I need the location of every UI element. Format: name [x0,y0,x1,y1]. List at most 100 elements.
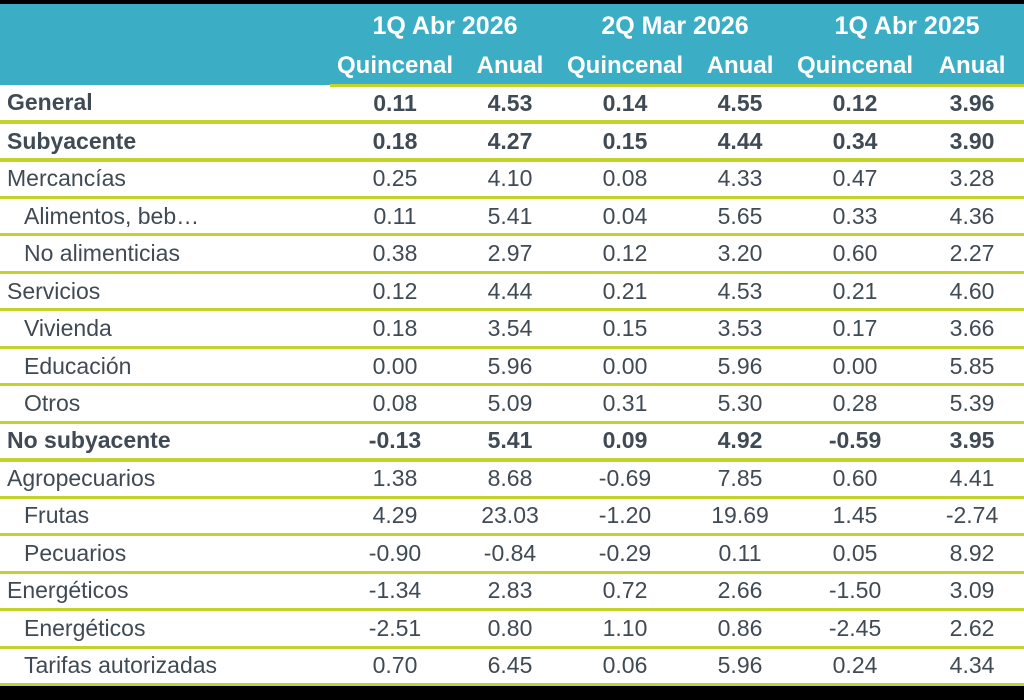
row-label: Agropecuarios [0,459,330,499]
cell-value: 7.85 [690,459,791,499]
cell-value: -2.74 [920,497,1024,537]
table-row: Agropecuarios 1.38 8.68 -0.69 7.85 0.60 4.41 [0,459,1024,499]
cell-value: 4.53 [690,272,791,312]
cell-value: 0.21 [790,272,921,312]
cell-value: 0.14 [560,85,691,125]
row-label: Servicios [0,272,330,312]
table-row: Otros 0.08 5.09 0.31 5.30 0.28 5.39 [0,384,1024,424]
cell-value: 5.41 [460,197,561,237]
cell-value: 0.80 [460,609,561,649]
cell-value: 3.96 [920,85,1024,125]
table-row: Frutas 4.29 23.03 -1.20 19.69 1.45 -2.74 [0,497,1024,537]
corner-cell [0,4,330,85]
table-row: Mercancías 0.25 4.10 0.08 4.33 0.47 3.28 [0,159,1024,199]
cell-value: 4.29 [330,497,460,537]
table-row: No subyacente -0.13 5.41 0.09 4.92 -0.59 3.95 [0,422,1024,462]
cell-value: 0.86 [690,609,791,649]
cell-value: 0.06 [560,647,691,687]
cell-value: 3.66 [920,309,1024,349]
cell-value: 0.21 [560,272,691,312]
cell-value: 4.53 [460,85,561,125]
subheader-anual-3: Anual [920,49,1024,87]
period-header-1q-abr-2025: 1Q Abr 2025 [790,4,1024,49]
row-label: No subyacente [0,422,330,462]
cell-value: 0.38 [330,234,460,274]
cell-value: -0.59 [790,422,921,462]
subheader-quincenal-1: Quincenal [330,49,460,87]
row-label: Energéticos [0,572,330,612]
subheader-anual-2: Anual [690,49,791,87]
cell-value: 0.47 [790,159,921,199]
cell-value: 0.08 [560,159,691,199]
table-row: Alimentos, beb… 0.11 5.41 0.04 5.65 0.33 4.36 [0,197,1024,237]
row-label: Vivienda [0,309,330,349]
cell-value: 4.60 [920,272,1024,312]
cell-value: 0.33 [790,197,921,237]
cell-value: 0.28 [790,384,921,424]
cell-value: -2.51 [330,609,460,649]
row-label: General [0,85,330,125]
cell-value: 2.62 [920,609,1024,649]
row-label: No alimenticias [0,234,330,274]
cell-value: -0.69 [560,459,691,499]
row-label: Mercancías [0,159,330,199]
cell-value: 3.95 [920,422,1024,462]
row-label: Otros [0,384,330,424]
row-label: Tarifas autorizadas [0,647,330,687]
cell-value: 5.39 [920,384,1024,424]
cell-value: 19.69 [690,497,791,537]
period-header-row: 1Q Abr 2026 2Q Mar 2026 1Q Abr 2025 [0,4,1024,85]
cell-value: 0.00 [790,347,921,387]
cell-value: 0.25 [330,159,460,199]
cell-value: 0.04 [560,197,691,237]
cell-value: 6.45 [460,647,561,687]
row-label: Frutas [0,497,330,537]
cell-value: 0.11 [330,85,460,125]
table-body: General 0.11 4.53 0.14 4.55 0.12 3.96 Subyacent… [0,85,1024,687]
cell-value: -0.29 [560,534,691,574]
subheader-quincenal-3: Quincenal [790,49,921,87]
cell-value: 3.20 [690,234,791,274]
cell-value: 23.03 [460,497,561,537]
cell-value: -2.45 [790,609,921,649]
table-row: Pecuarios -0.90 -0.84 -0.29 0.11 0.05 8.92 [0,534,1024,574]
cell-value: 0.05 [790,534,921,574]
cell-value: 4.34 [920,647,1024,687]
cell-value: 4.10 [460,159,561,199]
cell-value: 4.36 [920,197,1024,237]
cell-value: 2.83 [460,572,561,612]
cell-value: 4.27 [460,122,561,162]
row-label: Alimentos, beb… [0,197,330,237]
cell-value: 0.00 [560,347,691,387]
cell-value: 2.97 [460,234,561,274]
cell-value: 0.11 [330,197,460,237]
table-header: 1Q Abr 2026 2Q Mar 2026 1Q Abr 2025 Quin… [0,4,1024,87]
top-border-bar [0,0,1024,4]
cell-value: 0.70 [330,647,460,687]
cell-value: 1.38 [330,459,460,499]
cell-value: 3.28 [920,159,1024,199]
cell-value: 0.12 [790,85,921,125]
period-header-1q-abr-2026: 1Q Abr 2026 [330,4,561,49]
cell-value: 0.31 [560,384,691,424]
cell-value: 5.65 [690,197,791,237]
cell-value: 0.34 [790,122,921,162]
subheader-row: Quincenal Anual Quincenal Anual Quincena… [0,49,1024,87]
cell-value: 0.12 [330,272,460,312]
cell-value: 0.17 [790,309,921,349]
cell-value: 0.18 [330,122,460,162]
cell-value: -0.90 [330,534,460,574]
cell-value: 0.08 [330,384,460,424]
subheader-anual-1: Anual [460,49,561,87]
cell-value: 8.68 [460,459,561,499]
cell-value: 5.30 [690,384,791,424]
cell-value: 0.60 [790,234,921,274]
cell-value: 4.33 [690,159,791,199]
table-row: No alimenticias 0.38 2.97 0.12 3.20 0.60 2.27 [0,234,1024,274]
row-label: Energéticos [0,609,330,649]
row-label: Educación [0,347,330,387]
table-row: Servicios 0.12 4.44 0.21 4.53 0.21 4.60 [0,272,1024,312]
cell-value: 0.09 [560,422,691,462]
bottom-border-bar [0,686,1024,700]
cell-value: 4.44 [460,272,561,312]
